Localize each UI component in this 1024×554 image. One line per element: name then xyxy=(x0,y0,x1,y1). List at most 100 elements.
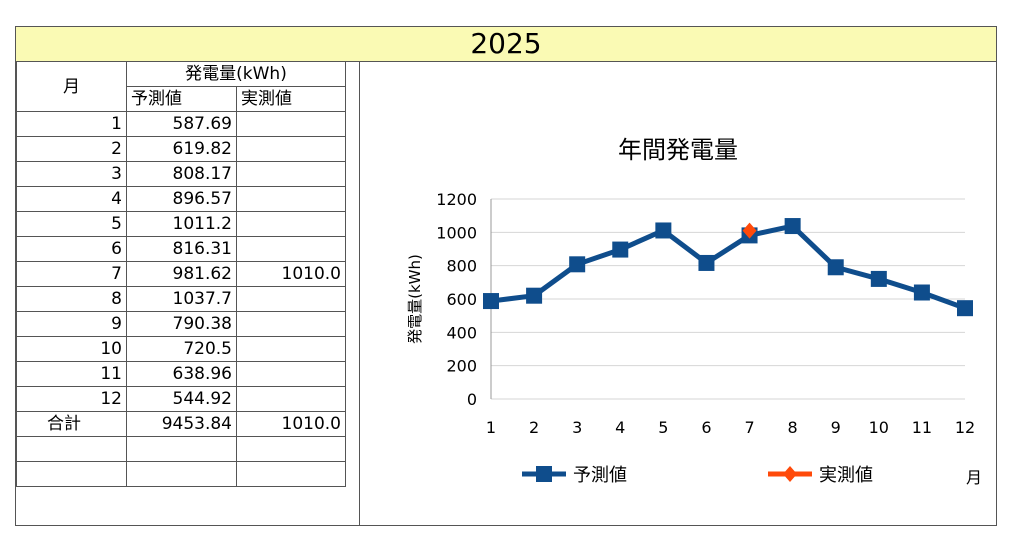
predicted-header: 予測値 xyxy=(126,86,237,112)
predicted-cell: 1037.7 xyxy=(126,286,237,312)
total-actual-cell: 1010.0 xyxy=(236,411,346,437)
predicted-cell: 896.57 xyxy=(126,186,237,212)
predicted-cell: 638.96 xyxy=(126,361,237,387)
table-row: 9 790.38 xyxy=(16,311,346,337)
actual-cell: 1010.0 xyxy=(236,261,346,287)
month-cell: 8 xyxy=(16,286,127,312)
total-label: 合計 xyxy=(16,411,127,437)
y-tick-label: 1000 xyxy=(436,223,477,242)
actual-cell xyxy=(236,361,346,387)
x-tick-label: 9 xyxy=(831,418,841,437)
y-tick-label: 800 xyxy=(446,257,477,276)
x-tick-label: 8 xyxy=(788,418,798,437)
x-tick-label: 5 xyxy=(658,418,668,437)
table-row: 12 544.92 xyxy=(16,386,346,412)
predicted-point xyxy=(827,259,844,276)
month-cell: 5 xyxy=(16,211,127,237)
actual-cell xyxy=(236,161,346,187)
actual-cell xyxy=(236,186,346,212)
series-line-predicted xyxy=(490,223,966,311)
actual-cell xyxy=(236,311,346,337)
y-tick-label: 0 xyxy=(467,390,477,409)
chart-title: 年間発電量 xyxy=(618,136,738,164)
empty-row xyxy=(16,461,346,487)
empty-cell xyxy=(126,436,237,462)
month-cell: 2 xyxy=(16,136,127,162)
predicted-cell: 981.62 xyxy=(126,261,237,287)
table-row: 7 981.62 1010.0 xyxy=(16,261,346,287)
month-cell: 9 xyxy=(16,311,127,337)
month-cell: 6 xyxy=(16,236,127,262)
actual-point xyxy=(742,222,757,239)
legend-predicted-label: 予測値 xyxy=(573,465,627,486)
x-axis-label: 月 xyxy=(966,468,982,487)
legend-predicted-marker xyxy=(536,466,552,482)
predicted-point xyxy=(483,293,499,310)
table-row: 3 808.17 xyxy=(16,161,346,187)
month-cell: 7 xyxy=(16,261,127,287)
month-cell: 4 xyxy=(16,186,127,212)
chart-area: 年間発電量 0 200 400 600 800 1000 1200 1 2 3 4 5 6 7 8 9 10 11 1… xyxy=(359,62,997,525)
predicted-point xyxy=(655,222,672,239)
month-cell: 10 xyxy=(16,336,127,362)
month-cell: 3 xyxy=(16,161,127,187)
month-cell: 12 xyxy=(16,386,127,412)
empty-cell xyxy=(126,461,237,487)
total-predicted-cell: 9453.84 xyxy=(126,411,237,437)
legend-actual-label: 実測値 xyxy=(819,465,873,486)
x-tick-label: 1 xyxy=(486,418,496,437)
x-tick-label: 12 xyxy=(955,418,975,437)
x-tick-label: 3 xyxy=(572,418,582,437)
predicted-cell: 816.31 xyxy=(126,236,237,262)
generation-header: 発電量(kWh) xyxy=(126,61,346,87)
x-tick-label: 4 xyxy=(615,418,625,437)
empty-cell xyxy=(236,436,346,462)
y-axis-label: 発電量(kWh) xyxy=(406,254,424,344)
actual-cell xyxy=(236,136,346,162)
table-row: 10 720.5 xyxy=(16,336,346,362)
y-tick-label: 200 xyxy=(446,357,477,376)
table-row: 1 587.69 xyxy=(16,111,346,137)
predicted-point xyxy=(784,218,801,235)
x-tick-label: 6 xyxy=(701,418,711,437)
y-tick-label: 600 xyxy=(446,290,477,309)
actual-cell xyxy=(236,211,346,237)
actual-cell xyxy=(236,386,346,412)
y-tick-label: 400 xyxy=(446,323,477,342)
table-row: 11 638.96 xyxy=(16,361,346,387)
table-row: 5 1011.2 xyxy=(16,211,346,237)
predicted-point xyxy=(870,270,887,287)
predicted-cell: 619.82 xyxy=(126,136,237,162)
year-title: 2025 xyxy=(16,27,996,62)
report-frame: 2025 月 発電量(kWh) 予測値 実測値 1 587.69 2 619.82 3 8… xyxy=(15,26,997,526)
x-tick-label: 10 xyxy=(869,418,889,437)
x-tick-label: 2 xyxy=(529,418,539,437)
predicted-point xyxy=(913,284,930,301)
predicted-point xyxy=(957,300,973,317)
month-cell: 11 xyxy=(16,361,127,387)
empty-cell xyxy=(236,461,346,487)
actual-cell xyxy=(236,236,346,262)
predicted-cell: 544.92 xyxy=(126,386,237,412)
predicted-cell: 790.38 xyxy=(126,311,237,337)
table-row: 4 896.57 xyxy=(16,186,346,212)
table-row: 2 619.82 xyxy=(16,136,346,162)
total-row: 合計 9453.84 1010.0 xyxy=(16,411,346,437)
actual-cell xyxy=(236,336,346,362)
predicted-cell: 1011.2 xyxy=(126,211,237,237)
legend-actual-marker xyxy=(783,466,797,482)
predicted-cell: 808.17 xyxy=(126,161,237,187)
predicted-point xyxy=(569,256,586,273)
actual-cell xyxy=(236,286,346,312)
predicted-cell: 720.5 xyxy=(126,336,237,362)
actual-cell xyxy=(236,111,346,137)
predicted-point xyxy=(526,287,543,304)
empty-cell xyxy=(16,436,127,462)
y-tick-label: 1200 xyxy=(436,190,477,209)
x-tick-label: 11 xyxy=(912,418,932,437)
month-cell: 1 xyxy=(16,111,127,137)
empty-row xyxy=(16,436,346,462)
month-header: 月 xyxy=(16,61,127,112)
generation-table: 月 発電量(kWh) 予測値 実測値 1 587.69 2 619.82 3 808.17… xyxy=(16,61,346,487)
